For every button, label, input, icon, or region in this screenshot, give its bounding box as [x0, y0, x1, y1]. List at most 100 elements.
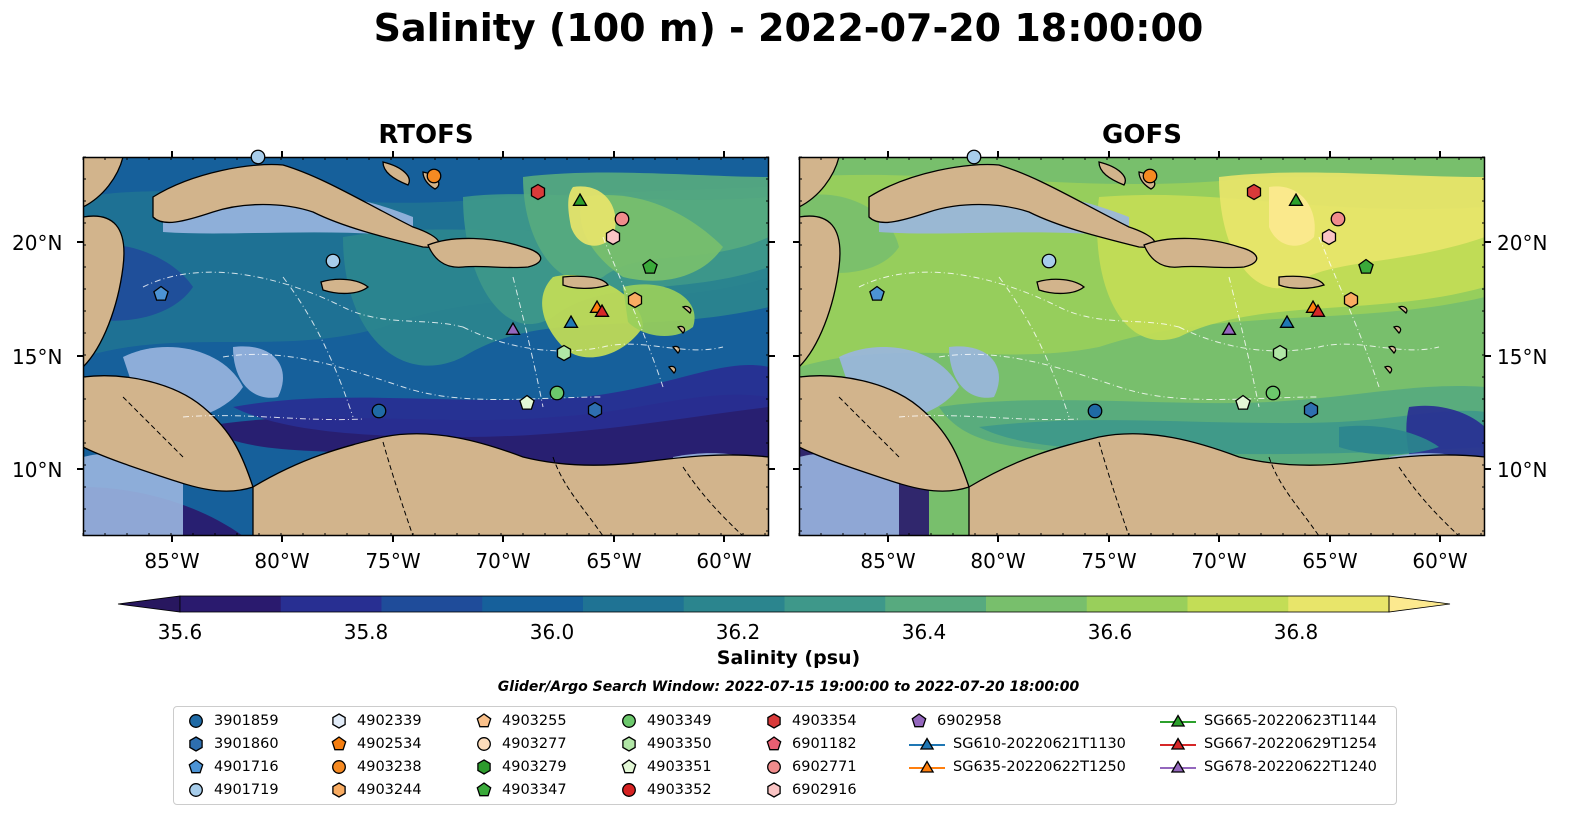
lat-tick-left-15n: 15°N	[12, 345, 63, 369]
marker-3901859	[1087, 403, 1103, 419]
country-border-line	[552, 456, 604, 536]
land-hispaniola	[1143, 237, 1258, 269]
legend-label: 4903349	[647, 713, 712, 729]
marker-SG667-20220629T1254	[594, 303, 610, 317]
legend-item: 4903354	[764, 711, 857, 731]
legend-item: 3901859	[186, 711, 279, 731]
legend-item: 6902771	[764, 757, 857, 777]
land-lesser-antilles	[667, 305, 692, 374]
land-south-america	[968, 433, 1485, 536]
legend-label: 6902771	[792, 759, 857, 775]
legend-item: 4903277	[474, 734, 567, 754]
country-border-line	[1268, 456, 1320, 536]
country-border-line	[682, 466, 744, 536]
map-panel-rtofs	[77, 149, 775, 542]
country-border-line	[382, 441, 414, 536]
marker-4903244	[627, 291, 643, 309]
legend-marker-icon	[766, 736, 782, 751]
legend-label: 3901860	[214, 736, 279, 752]
colorbar-segment	[583, 596, 685, 612]
legend-item: SG635-20220622T1250	[909, 757, 1126, 777]
legend-marker-4903238	[332, 760, 346, 774]
legend-label: 4903279	[502, 759, 567, 775]
legend-item: 4903244	[329, 780, 422, 800]
lon-tick-gofs-80w: 80°W	[970, 549, 1026, 573]
legend-marker-icon	[476, 782, 492, 797]
panel-title-gofs: GOFS	[1102, 120, 1182, 150]
eez-boundary-line	[1228, 276, 1260, 408]
marker-3901860	[587, 401, 603, 419]
eez-boundary-line	[602, 236, 664, 388]
marker-SG665-20220623T1144	[1288, 192, 1304, 206]
panel-title-rtofs: RTOFS	[378, 120, 474, 150]
legend-marker-4902339	[332, 713, 346, 729]
colorbar-tick-36-4: 36.4	[901, 620, 947, 644]
map-panel-gofs	[793, 149, 1491, 542]
colorbar-segment	[784, 596, 886, 612]
marker-4903351	[519, 394, 535, 410]
legend-item: 4901719	[186, 780, 279, 800]
marker-6902916	[605, 228, 621, 246]
marker-4901716	[869, 285, 885, 301]
legend-marker-4903277	[477, 737, 491, 751]
legend-marker-6901182	[766, 736, 782, 751]
legend-marker-icon	[621, 759, 637, 774]
legend-marker-4903349	[622, 714, 636, 728]
legend-marker-icon	[767, 713, 781, 729]
marker-4901716	[153, 285, 169, 301]
legend-marker-4901716	[188, 759, 204, 774]
legend-marker-4903255	[476, 713, 492, 728]
land-hispaniola	[427, 237, 542, 269]
eez-boundary-line	[462, 326, 724, 352]
map-frame	[82, 156, 770, 537]
legend-marker-4903354	[767, 713, 781, 729]
lon-tick-rtofs-80w: 80°W	[254, 549, 310, 573]
marker-SG610-20220621T1130	[563, 314, 579, 328]
legend-marker-3901859	[189, 714, 203, 728]
legend-label: 4902534	[357, 736, 422, 752]
legend-label: 6902916	[792, 782, 857, 798]
legend-item: 6902958	[909, 711, 1002, 731]
country-border-line	[122, 396, 184, 458]
legend-item: SG678-20220622T1240	[1160, 757, 1377, 777]
legend-marker-SG665-20220623T1144	[1170, 714, 1186, 727]
figure-title: Salinity (100 m) - 2022-07-20 18:00:00	[373, 6, 1204, 50]
legend-label: 4902339	[357, 713, 422, 729]
legend-marker-4902534	[331, 736, 347, 751]
legend-label: 4903347	[502, 782, 567, 798]
legend-item: 6902916	[764, 780, 857, 800]
land-cuba	[152, 163, 440, 248]
legend-marker-4903244	[332, 782, 346, 798]
land-cuba	[868, 163, 1156, 248]
lat-tick-right-20n: 20°N	[1497, 231, 1548, 255]
marker-4903347	[1358, 258, 1374, 274]
colorbar-tick-35-6: 35.6	[157, 620, 203, 644]
legend-item: 4903255	[474, 711, 567, 731]
legend-marker-icon	[331, 736, 347, 751]
legend-marker-icon	[622, 783, 636, 797]
colorbar-tick-36-6: 36.6	[1087, 620, 1133, 644]
legend-marker-4901719	[189, 783, 203, 797]
legend-marker-icon	[189, 783, 203, 797]
marker-4903349	[1265, 385, 1281, 401]
marker-6902771	[614, 211, 630, 227]
legend-marker-icon	[332, 782, 346, 798]
legend-marker-4903279	[477, 759, 491, 775]
legend-marker-6902916	[767, 782, 781, 798]
eez-boundary-line	[282, 276, 354, 418]
legend-marker-icon	[622, 714, 636, 728]
marker-SG667-20220629T1254	[1310, 303, 1326, 317]
legend-item: 4903238	[329, 757, 422, 777]
legend-label: 4901716	[214, 759, 279, 775]
continental-shelf	[949, 346, 999, 398]
eez-boundary-line	[858, 271, 1180, 328]
land-puerto-rico	[1278, 275, 1325, 290]
colorbar-tick-36-8: 36.8	[1273, 620, 1319, 644]
legend-label: 4903255	[502, 713, 567, 729]
legend-marker-icon	[189, 736, 203, 752]
legend-item: 4903351	[619, 757, 712, 777]
salinity-field-region	[1269, 186, 1315, 246]
marker-4903238	[426, 168, 442, 184]
marker-4903347	[642, 258, 658, 274]
legend-marker-icon	[189, 714, 203, 728]
